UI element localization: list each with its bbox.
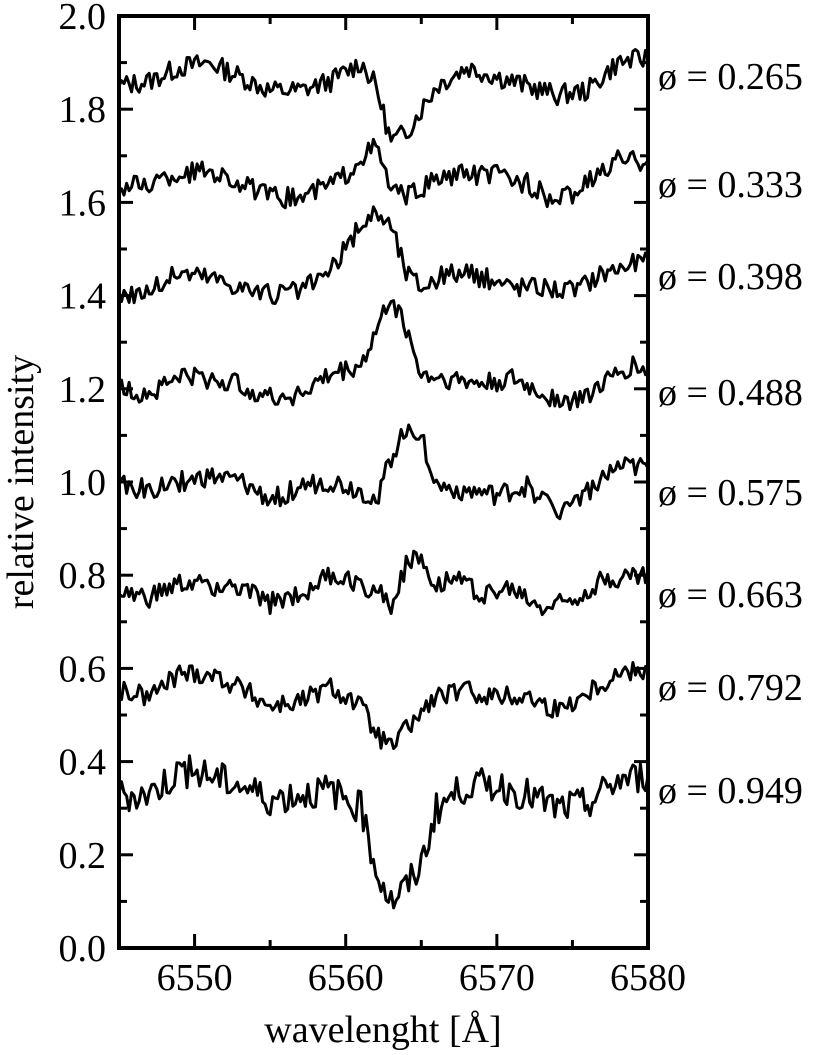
- phase-label: ø = 0.575: [658, 472, 803, 514]
- spectrum-line: [118, 137, 650, 210]
- spectrum-line: [117, 48, 650, 143]
- x-ticks: 6550 6560 6570 6580: [117, 16, 686, 999]
- x-tick-label: 6560: [308, 957, 384, 999]
- y-tick-label: 0.0: [59, 928, 107, 970]
- spectrum-line: [117, 661, 649, 750]
- x-tick-label: 6580: [610, 957, 686, 999]
- phase-label: ø = 0.949: [658, 770, 803, 812]
- y-axis-title: relative intensity: [0, 355, 42, 609]
- x-tick-label: 6550: [157, 957, 233, 999]
- y-tick-label: 0.8: [59, 555, 107, 597]
- spectrum-line: [117, 423, 650, 521]
- y-tick-label: 0.6: [59, 648, 107, 690]
- y-ticks: 0.0 0.2 0.4 0.6 0.8 1.0 1.2 1.4 1.6 1.8 2.0: [59, 0, 648, 970]
- phase-label: ø = 0.265: [658, 56, 803, 98]
- spectrum-line: [117, 205, 650, 305]
- spectra: [117, 48, 650, 910]
- x-tick-label: 6570: [459, 957, 535, 999]
- phase-label: ø = 0.333: [658, 164, 803, 206]
- x-axis-title: wavelenght [Å]: [264, 1009, 501, 1051]
- phase-label: ø = 0.663: [658, 574, 803, 616]
- phase-label: ø = 0.398: [658, 256, 803, 298]
- spectrum-line: [117, 549, 650, 617]
- phase-label: ø = 0.488: [658, 372, 803, 414]
- y-tick-label: 1.8: [59, 89, 107, 131]
- y-tick-label: 0.4: [59, 742, 107, 784]
- y-tick-label: 0.2: [59, 835, 107, 877]
- phase-labels: ø = 0.265 ø = 0.333 ø = 0.398 ø = 0.488 ø = …: [658, 56, 803, 812]
- phase-label: ø = 0.792: [658, 667, 803, 709]
- y-tick-label: 1.2: [59, 369, 107, 411]
- y-tick-label: 1.6: [59, 182, 107, 224]
- spectrum-line: [117, 299, 650, 412]
- spectrum-line: [117, 754, 650, 910]
- y-tick-label: 1.0: [59, 462, 107, 504]
- y-tick-label: 1.4: [59, 276, 107, 318]
- y-tick-label: 2.0: [59, 0, 107, 38]
